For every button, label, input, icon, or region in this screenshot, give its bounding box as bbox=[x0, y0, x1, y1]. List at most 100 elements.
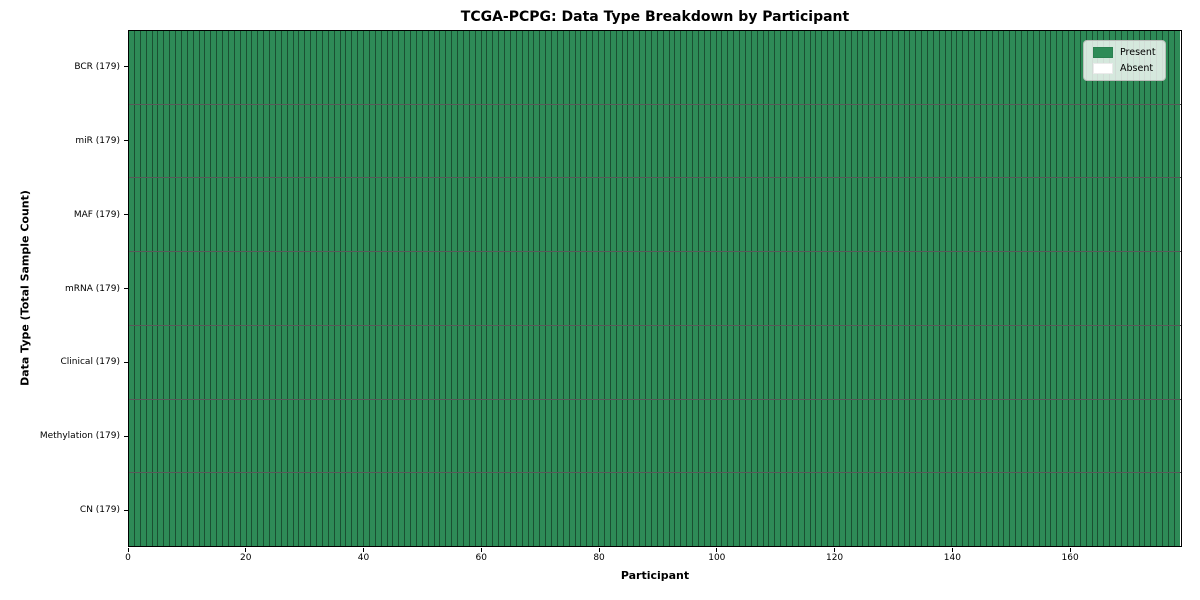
heatmap-cell bbox=[152, 252, 159, 325]
heatmap-cell bbox=[963, 178, 970, 252]
heatmap-cell bbox=[751, 104, 758, 178]
heatmap-cell bbox=[1116, 473, 1122, 547]
heatmap-cell bbox=[834, 473, 840, 547]
heatmap-cell bbox=[1069, 104, 1075, 178]
y-tick-mark bbox=[124, 140, 128, 142]
heatmap-cell bbox=[1174, 325, 1180, 399]
heatmap-cell bbox=[322, 31, 329, 104]
heatmap-cell bbox=[599, 399, 605, 473]
heatmap-cell bbox=[710, 325, 717, 399]
heatmap-cell bbox=[716, 178, 723, 252]
heatmap-cell bbox=[493, 104, 500, 178]
heatmap-cell bbox=[375, 31, 382, 104]
heatmap-cell bbox=[305, 104, 312, 178]
heatmap-cell bbox=[193, 473, 200, 547]
heatmap-cell bbox=[581, 399, 588, 473]
heatmap-cell bbox=[628, 104, 635, 178]
heatmap-cell bbox=[299, 252, 306, 325]
heatmap-cell bbox=[140, 325, 147, 399]
heatmap-cell bbox=[258, 104, 265, 178]
heatmap-cell bbox=[264, 399, 270, 473]
heatmap-cell bbox=[857, 31, 864, 104]
heatmap-cell bbox=[822, 31, 829, 104]
heatmap-cell bbox=[1121, 178, 1128, 252]
heatmap-cell bbox=[1133, 104, 1140, 178]
heatmap-cell bbox=[669, 399, 676, 473]
heatmap-cell bbox=[458, 473, 464, 547]
heatmap-cell bbox=[170, 399, 176, 473]
heatmap-cell bbox=[575, 178, 582, 252]
x-tick-label-80: 80 bbox=[593, 553, 605, 563]
heatmap-cell bbox=[616, 104, 623, 178]
heatmap-cell bbox=[998, 104, 1005, 178]
heatmap-cell bbox=[1098, 178, 1105, 252]
heatmap-cell bbox=[1010, 252, 1017, 325]
heatmap-cell bbox=[416, 399, 423, 473]
heatmap-cell bbox=[516, 325, 523, 399]
heatmap-cell bbox=[740, 31, 746, 104]
heatmap-cell bbox=[246, 399, 253, 473]
heatmap-cell bbox=[763, 104, 770, 178]
heatmap-cell bbox=[375, 325, 382, 399]
heatmap-cell bbox=[834, 252, 840, 325]
heatmap-cell bbox=[422, 252, 429, 325]
heatmap-cell bbox=[675, 31, 682, 104]
heatmap-cell bbox=[281, 399, 288, 473]
heatmap-cell bbox=[1027, 31, 1034, 104]
heatmap-cell bbox=[311, 178, 317, 252]
heatmap-cell bbox=[804, 473, 811, 547]
heatmap-cell bbox=[1074, 399, 1081, 473]
heatmap-cell bbox=[875, 325, 881, 399]
heatmap-cell bbox=[957, 31, 964, 104]
heatmap-cell bbox=[387, 252, 394, 325]
heatmap-cell bbox=[387, 31, 394, 104]
heatmap-cell bbox=[798, 473, 805, 547]
x-tick-mark bbox=[245, 548, 247, 552]
heatmap-cell bbox=[687, 252, 693, 325]
heatmap-cell bbox=[710, 104, 717, 178]
heatmap-cell bbox=[951, 399, 958, 473]
heatmap-cell bbox=[722, 31, 729, 104]
heatmap-cell bbox=[164, 325, 171, 399]
heatmap-cell bbox=[399, 325, 406, 399]
heatmap-cell bbox=[775, 252, 782, 325]
heatmap-cell bbox=[1086, 178, 1093, 252]
heatmap-cell bbox=[381, 473, 388, 547]
heatmap-cell bbox=[452, 399, 458, 473]
heatmap-cell bbox=[787, 31, 793, 104]
heatmap-cell bbox=[223, 31, 229, 104]
heatmap-cell bbox=[1110, 473, 1116, 547]
heatmap-cell bbox=[469, 31, 476, 104]
heatmap-cell bbox=[311, 252, 317, 325]
heatmap-cell bbox=[616, 399, 623, 473]
heatmap-cell bbox=[493, 252, 500, 325]
heatmap-cell bbox=[910, 325, 917, 399]
heatmap-cell bbox=[928, 178, 934, 252]
heatmap-cell bbox=[134, 104, 141, 178]
heatmap-cell bbox=[875, 473, 881, 547]
heatmap-cell bbox=[563, 104, 570, 178]
heatmap-cell bbox=[440, 31, 447, 104]
heatmap-cell bbox=[487, 325, 494, 399]
heatmap-cell bbox=[228, 178, 235, 252]
heatmap-cell bbox=[158, 178, 165, 252]
heatmap-cell bbox=[557, 473, 564, 547]
heatmap-cell bbox=[334, 473, 341, 547]
heatmap-cell bbox=[129, 399, 135, 473]
heatmap-cell bbox=[675, 473, 682, 547]
heatmap-cell bbox=[416, 252, 423, 325]
heatmap-cell bbox=[1157, 473, 1163, 547]
heatmap-cell bbox=[452, 325, 458, 399]
heatmap-cell bbox=[1074, 104, 1081, 178]
heatmap-cell bbox=[616, 31, 623, 104]
heatmap-cell bbox=[440, 473, 447, 547]
heatmap-cell bbox=[957, 325, 964, 399]
heatmap-cell bbox=[305, 325, 312, 399]
heatmap-cell bbox=[458, 399, 464, 473]
heatmap-cell bbox=[869, 399, 876, 473]
heatmap-cell bbox=[528, 473, 535, 547]
heatmap-cell bbox=[187, 325, 194, 399]
heatmap-cell bbox=[628, 31, 635, 104]
heatmap-cell bbox=[434, 399, 441, 473]
heatmap-cell bbox=[293, 31, 300, 104]
